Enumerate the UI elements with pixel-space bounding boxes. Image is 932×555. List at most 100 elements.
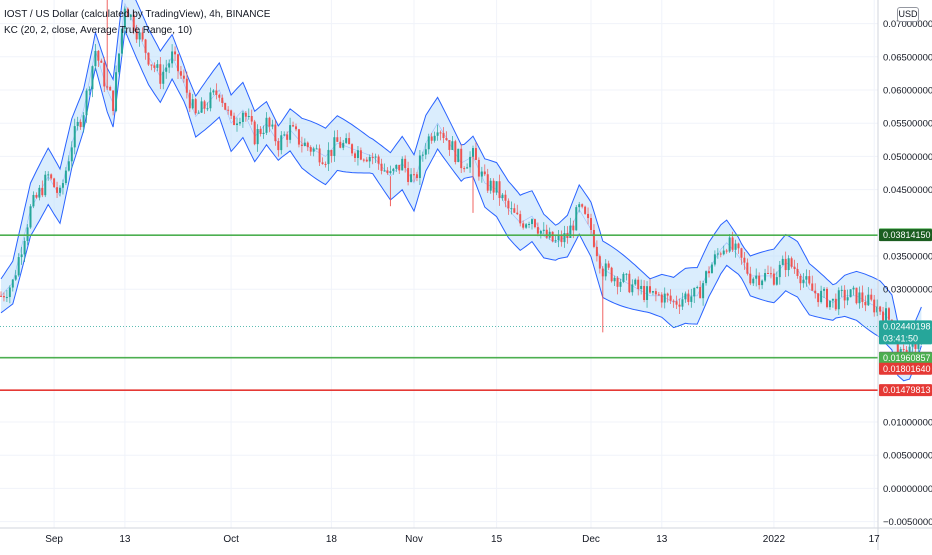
- candle-body: [826, 288, 828, 308]
- candle-body: [336, 137, 339, 142]
- candle-body: [699, 287, 702, 299]
- candle-body: [516, 212, 519, 215]
- price-label: 0.03814150: [883, 230, 931, 240]
- currency-badge[interactable]: USD: [897, 7, 919, 22]
- candle-body: [368, 156, 371, 162]
- candle-body: [23, 240, 26, 255]
- candle-body: [480, 171, 483, 177]
- candle-body: [259, 128, 262, 135]
- candle-body: [268, 117, 271, 127]
- candle-body: [584, 206, 587, 214]
- candle-body: [153, 65, 156, 68]
- candle-body: [466, 167, 469, 169]
- price-label: 0.01479813: [883, 385, 931, 395]
- candle-body: [404, 158, 407, 169]
- candle-body: [696, 287, 699, 289]
- candle-body: [179, 71, 182, 76]
- candle-body: [507, 200, 510, 209]
- candle-body: [342, 142, 345, 148]
- candle-body: [598, 256, 601, 269]
- candle-body: [230, 110, 233, 116]
- candle-body: [899, 348, 902, 353]
- candle-body: [616, 277, 619, 287]
- candle-body: [834, 298, 837, 310]
- candle-body: [575, 207, 578, 231]
- candle-body: [424, 149, 427, 155]
- candle-body: [802, 279, 805, 284]
- candle-body: [150, 64, 153, 66]
- candle-body: [811, 283, 814, 291]
- candle-body: [911, 342, 914, 347]
- candle-body: [38, 187, 41, 198]
- candle-body: [531, 219, 533, 225]
- candle-body: [820, 290, 823, 303]
- candle-body: [200, 101, 203, 113]
- candle-body: [41, 187, 44, 196]
- candle-body: [445, 137, 448, 141]
- candle-body: [76, 121, 79, 127]
- candle-body: [663, 293, 666, 303]
- indicator-title[interactable]: KC (20, 2, close, Average True Range, 10…: [4, 25, 193, 36]
- time-tick-label: Oct: [223, 534, 239, 545]
- price-tick-label: 0.05000000: [883, 152, 932, 163]
- candle-body: [324, 163, 327, 165]
- candle-body: [162, 71, 165, 84]
- candle-body: [787, 258, 790, 271]
- candle-body: [510, 208, 513, 210]
- candle-body: [59, 187, 61, 193]
- candle-body: [418, 155, 421, 179]
- candle-body: [371, 156, 374, 158]
- candle-body: [808, 276, 811, 284]
- candle-body: [203, 101, 206, 109]
- candle-body: [460, 148, 463, 169]
- time-tick-label: 13: [656, 534, 668, 545]
- candle-body: [64, 170, 67, 184]
- candle-body: [2, 296, 5, 298]
- candle-body: [539, 230, 542, 234]
- candle-body: [796, 269, 799, 276]
- candle-body: [386, 170, 389, 174]
- candles: [0, 0, 923, 371]
- candle-body: [209, 92, 212, 109]
- symbol-title[interactable]: IOST / US Dollar (calculated by TradingV…: [4, 9, 271, 20]
- candle-body: [233, 115, 236, 126]
- candle-body: [870, 294, 873, 300]
- candle-body: [649, 286, 651, 293]
- candle-body: [728, 237, 731, 252]
- candle-body: [595, 246, 598, 257]
- candle-body: [501, 194, 504, 199]
- candle-body: [177, 54, 179, 72]
- price-label-box: [879, 320, 932, 345]
- candle-body: [767, 273, 769, 275]
- candle-body: [713, 254, 716, 265]
- candle-body: [8, 287, 11, 298]
- candle-body: [852, 287, 855, 290]
- candle-body: [737, 243, 740, 249]
- candle-body: [504, 194, 507, 201]
- candle-body: [607, 263, 610, 268]
- candle-body: [44, 174, 47, 196]
- candle-body: [197, 112, 200, 114]
- price-tick-label: 0.06000000: [883, 86, 932, 97]
- candle-body: [333, 137, 336, 156]
- candle-body: [339, 141, 342, 148]
- candle-body: [896, 340, 899, 353]
- candle-body: [374, 156, 377, 158]
- candle-body: [472, 148, 474, 157]
- candle-body: [283, 134, 286, 136]
- candle-body: [365, 159, 368, 162]
- candle-body: [315, 148, 318, 150]
- candle-body: [156, 64, 159, 68]
- candle-body: [772, 273, 775, 285]
- candle-body: [250, 116, 253, 122]
- candle-body: [221, 97, 224, 103]
- horizontal-lines[interactable]: [0, 234, 878, 391]
- candle-body: [132, 14, 135, 31]
- price-label-box: [879, 229, 932, 242]
- candle-body: [126, 8, 129, 18]
- candle-body: [262, 132, 265, 135]
- candle-body: [855, 287, 858, 304]
- candle-body: [185, 78, 188, 93]
- candle-body: [421, 154, 424, 156]
